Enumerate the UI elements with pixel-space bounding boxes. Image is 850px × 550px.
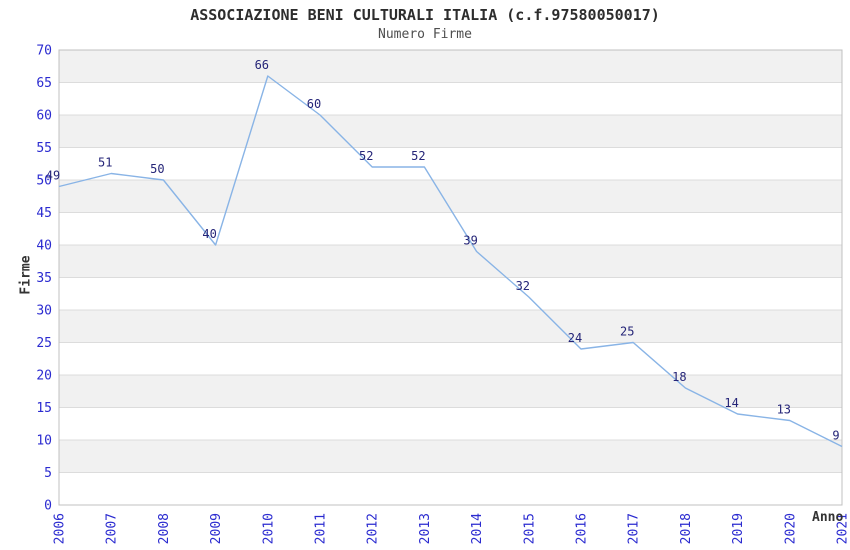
- y-tick-label: 55: [36, 141, 52, 156]
- y-tick-label: 65: [36, 76, 52, 91]
- band: [59, 115, 842, 148]
- y-tick-label: 15: [36, 401, 52, 416]
- data-point-label: 52: [359, 149, 373, 163]
- data-point-label: 32: [516, 279, 530, 293]
- plot-border: [58, 49, 843, 506]
- x-axis-label: Anno: [812, 510, 844, 525]
- chart-subtitle: Numero Firme: [378, 27, 472, 42]
- data-point-label: 52: [411, 149, 425, 163]
- x-tick-label: 2017: [627, 513, 642, 544]
- y-tick-label: 60: [36, 109, 52, 124]
- band: [59, 310, 842, 343]
- data-point-label: 14: [724, 396, 738, 410]
- y-tick-label: 0: [44, 499, 52, 514]
- x-tick-label: 2008: [157, 513, 172, 544]
- data-point-label: 18: [672, 370, 686, 384]
- x-tick-label: 2012: [366, 513, 381, 544]
- data-point-label: 13: [777, 403, 791, 417]
- data-point-label: 51: [98, 156, 112, 170]
- x-tick-label: 2011: [314, 513, 329, 544]
- y-tick-label: 35: [36, 271, 52, 286]
- y-axis-label: Firme: [18, 255, 34, 295]
- y-tick-label: 5: [44, 466, 52, 481]
- x-tick-label: 2006: [53, 513, 68, 544]
- y-tick-label: 40: [36, 239, 52, 254]
- y-tick-label: 20: [36, 369, 52, 384]
- x-tick-label: 2010: [261, 513, 276, 544]
- band: [59, 180, 842, 213]
- data-point-label: 49: [46, 169, 60, 183]
- x-tick-label: 2009: [209, 513, 224, 544]
- band: [59, 50, 842, 83]
- x-tick-label: 2020: [783, 513, 798, 544]
- band: [59, 440, 842, 473]
- band: [59, 245, 842, 278]
- x-tick-label: 2018: [679, 513, 694, 544]
- x-tick-label: 2019: [731, 513, 746, 544]
- y-tick-label: 50: [36, 174, 52, 189]
- y-tick-label: 25: [36, 336, 52, 351]
- data-point-label: 25: [620, 325, 634, 339]
- x-tick-label: 2013: [418, 513, 433, 544]
- x-tick-label: 2021: [836, 513, 850, 544]
- x-tick-label: 2015: [522, 513, 537, 544]
- x-tick-label: 2007: [105, 513, 120, 544]
- y-tick-label: 30: [36, 304, 52, 319]
- data-point-label: 9: [832, 429, 839, 443]
- band: [59, 375, 842, 408]
- data-point-label: 40: [202, 227, 216, 241]
- data-point-label: 39: [463, 234, 477, 248]
- chart-title: ASSOCIAZIONE BENI CULTURALI ITALIA (c.f.…: [190, 6, 660, 24]
- data-point-label: 24: [568, 331, 582, 345]
- x-tick-label: 2014: [470, 513, 485, 544]
- data-point-label: 50: [150, 162, 164, 176]
- data-line: [58, 75, 843, 448]
- y-tick-label: 70: [36, 44, 52, 59]
- y-tick-label: 10: [36, 434, 52, 449]
- x-tick-label: 2016: [575, 513, 590, 544]
- data-point-label: 66: [255, 58, 269, 72]
- data-point-label: 60: [307, 97, 321, 111]
- y-tick-label: 45: [36, 206, 52, 221]
